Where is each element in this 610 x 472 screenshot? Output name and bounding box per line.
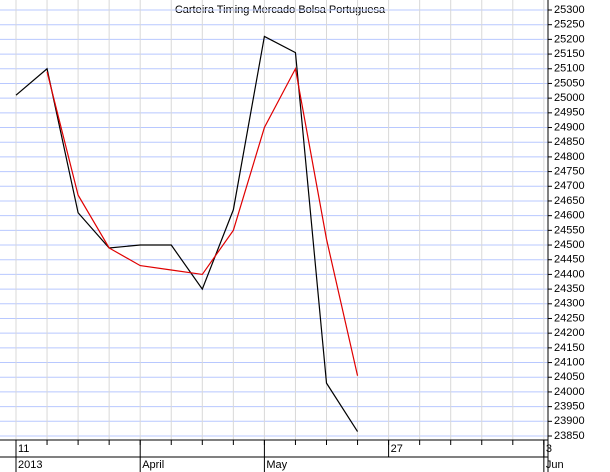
- y-tick-label: 23850: [554, 430, 585, 442]
- y-tick-label: 24300: [554, 298, 585, 310]
- x-period-label: April: [142, 459, 164, 471]
- y-tick-label: 24200: [554, 327, 585, 339]
- y-tick-label: 24900: [554, 121, 585, 133]
- x-tick-label: 27: [391, 443, 403, 455]
- y-tick-label: 25300: [554, 4, 585, 16]
- x-tick-label: 3: [546, 443, 552, 455]
- y-tick-label: 23900: [554, 415, 585, 427]
- x-tick-label: 11: [18, 443, 29, 455]
- y-tick-label: 24100: [554, 356, 585, 368]
- series-line: [15, 35, 359, 432]
- y-tick-label: 24550: [554, 224, 585, 236]
- y-tick-label: 24850: [554, 136, 585, 148]
- y-tick-label: 24350: [554, 283, 585, 295]
- y-tick-label: 24650: [554, 195, 585, 207]
- y-tick-label: 24600: [554, 210, 585, 222]
- y-tick-label: 25250: [554, 19, 585, 31]
- y-tick-label: 24250: [554, 312, 585, 324]
- y-tick-label: 24150: [554, 342, 585, 354]
- y-tick-label: 25000: [554, 92, 585, 104]
- y-tick-label: 25150: [554, 48, 585, 60]
- y-tick-label: 25200: [554, 33, 585, 45]
- y-tick-label: 25100: [554, 63, 585, 75]
- series-line: [46, 66, 359, 376]
- y-tick-label: 24500: [554, 239, 585, 251]
- y-tick-label: 24950: [554, 107, 585, 119]
- y-tick-label: 24750: [554, 165, 585, 177]
- y-tick-label: 24050: [554, 371, 585, 383]
- y-tick-label: 24400: [554, 268, 585, 280]
- x-period-label: 2013: [18, 459, 42, 471]
- y-tick-label: 23950: [554, 401, 585, 413]
- y-tick-label: 24450: [554, 254, 585, 266]
- x-period-label: Jun: [546, 459, 564, 471]
- x-period-label: May: [266, 459, 287, 471]
- y-tick-label: 24700: [554, 180, 585, 192]
- y-tick-label: 25050: [554, 77, 585, 89]
- y-tick-label: 24000: [554, 386, 585, 398]
- y-tick-label: 24800: [554, 151, 585, 163]
